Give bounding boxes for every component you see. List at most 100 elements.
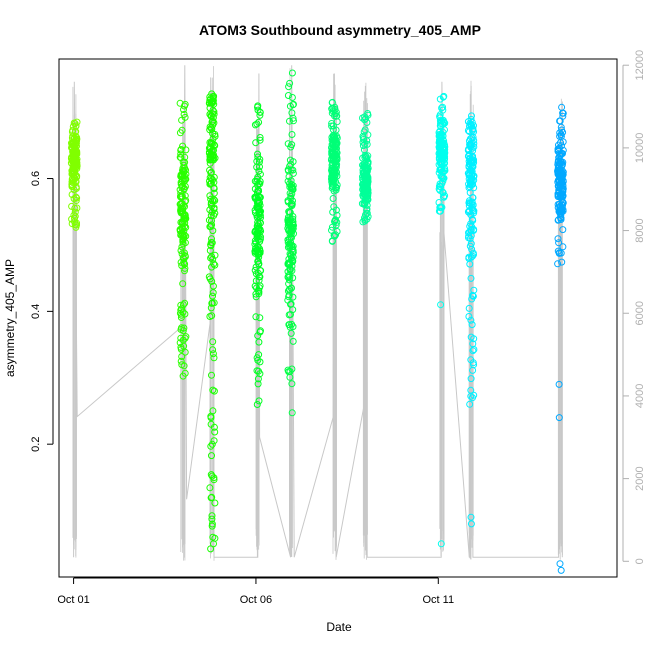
data-point xyxy=(439,103,447,111)
data-point xyxy=(464,127,472,134)
data-point xyxy=(180,362,188,370)
data-point xyxy=(207,95,215,103)
data-point xyxy=(470,122,477,130)
data-point xyxy=(467,227,475,234)
data-point xyxy=(284,260,292,267)
data-point xyxy=(178,126,186,134)
data-point xyxy=(208,512,216,520)
data-point xyxy=(206,484,214,492)
data-point xyxy=(467,274,475,282)
data-point xyxy=(208,239,216,247)
data-point-outlier xyxy=(209,533,217,541)
data-point xyxy=(555,141,562,149)
data-point xyxy=(254,380,262,388)
data-point xyxy=(464,118,472,126)
data-point xyxy=(253,120,261,128)
data-point xyxy=(209,350,217,358)
data-point xyxy=(178,193,186,201)
data-point xyxy=(251,121,259,129)
data-point xyxy=(435,199,443,206)
data-point xyxy=(288,202,296,210)
data-point xyxy=(210,260,218,268)
data-point xyxy=(554,235,562,243)
data-point xyxy=(362,181,370,189)
data-point xyxy=(177,209,185,217)
data-point xyxy=(359,142,367,150)
data-point xyxy=(332,140,340,148)
data-point xyxy=(286,240,293,248)
data-point xyxy=(177,204,185,212)
data-point-outlier xyxy=(437,301,445,309)
data-point xyxy=(182,333,190,341)
data-point xyxy=(558,190,566,198)
data-point xyxy=(211,209,219,217)
data-point xyxy=(559,150,566,157)
data-point xyxy=(330,231,338,239)
data-point xyxy=(555,249,563,257)
data-point xyxy=(289,223,297,231)
data-point xyxy=(209,292,216,300)
data-point xyxy=(289,323,297,331)
data-point xyxy=(286,323,294,331)
data-point xyxy=(256,328,264,336)
y2-tick-label: 4000 xyxy=(634,384,646,408)
data-point xyxy=(333,149,341,157)
data-point xyxy=(176,186,184,194)
data-point xyxy=(465,137,473,145)
data-point xyxy=(256,358,264,366)
data-point xyxy=(177,146,185,154)
x-axis-label: Date xyxy=(326,620,352,634)
plot-frame xyxy=(58,58,618,578)
data-point xyxy=(253,157,261,165)
data-point xyxy=(254,229,262,237)
data-point-outlier xyxy=(466,400,474,408)
data-point xyxy=(467,141,474,149)
data-point xyxy=(464,152,472,160)
data-point xyxy=(361,185,368,192)
data-point xyxy=(284,92,292,99)
data-point xyxy=(72,197,80,204)
data-point xyxy=(181,299,189,307)
data-point xyxy=(467,316,475,324)
data-point xyxy=(177,150,185,158)
data-point xyxy=(470,159,478,167)
y2-tick-label: 12000 xyxy=(634,50,646,81)
data-point xyxy=(436,95,444,103)
data-point xyxy=(436,207,444,215)
data-point xyxy=(73,172,81,180)
data-point xyxy=(364,111,372,119)
data-point xyxy=(287,143,295,151)
data-point xyxy=(465,304,473,312)
data-point xyxy=(211,197,219,205)
data-point xyxy=(205,99,213,107)
data-point xyxy=(182,166,189,174)
data-point xyxy=(286,79,294,87)
data-point xyxy=(210,354,218,362)
data-point xyxy=(363,140,371,148)
data-point xyxy=(467,375,475,383)
data-point xyxy=(468,162,476,170)
data-point xyxy=(467,232,475,240)
data-point xyxy=(285,208,293,216)
data-point xyxy=(256,370,264,378)
data-point xyxy=(288,94,296,101)
data-point xyxy=(469,366,477,374)
data-point xyxy=(255,338,263,346)
data-point xyxy=(209,227,217,235)
data-point xyxy=(256,134,264,141)
data-point xyxy=(207,471,215,479)
data-point xyxy=(467,220,475,228)
data-point xyxy=(206,275,214,283)
data-point xyxy=(286,117,293,125)
data-point xyxy=(181,260,188,268)
data-point xyxy=(182,175,189,183)
data-point-outlier xyxy=(467,513,475,521)
data-point xyxy=(359,138,367,146)
data-point xyxy=(255,260,263,268)
data-point-outlier xyxy=(437,540,445,548)
data-point xyxy=(469,206,477,213)
data-point xyxy=(436,122,444,130)
data-point xyxy=(255,205,262,213)
data-point xyxy=(210,173,218,181)
data-point xyxy=(469,125,477,133)
